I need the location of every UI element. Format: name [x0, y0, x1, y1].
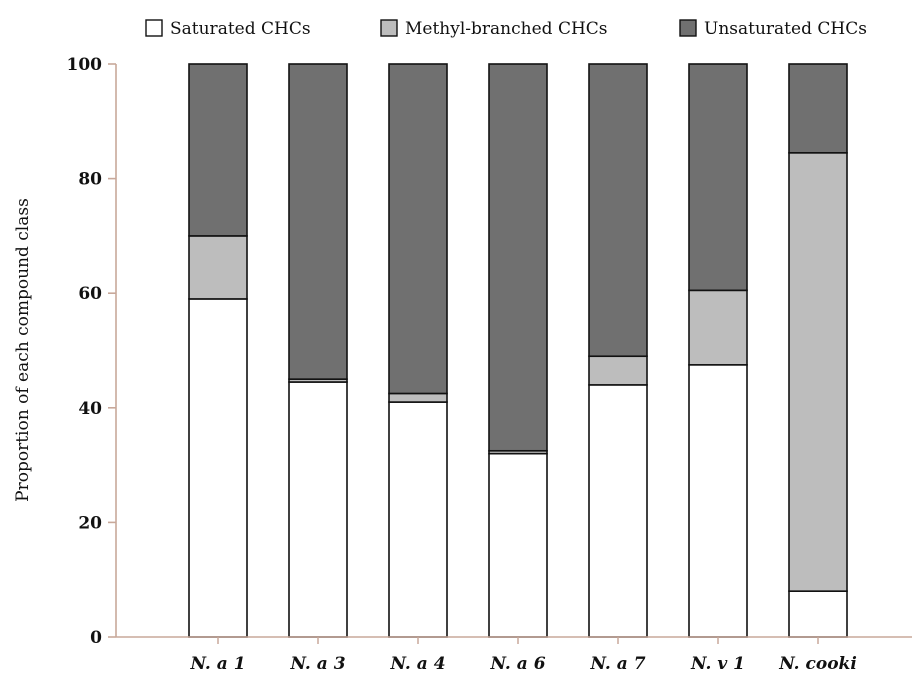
- bar-segment-methyl-branched-chcs-5: [588, 355, 648, 386]
- y-tick-label: 20: [78, 513, 102, 533]
- legend-swatch-2: [380, 19, 398, 37]
- x-tick-label: N. a 7: [589, 654, 645, 673]
- x-tick-label: N. a 4: [389, 654, 445, 673]
- x-tick-label: N. v 1: [690, 654, 745, 673]
- bar-segment-unsaturated-chcs-4: [488, 63, 548, 452]
- bar-segment-saturated-chcs-4: [488, 452, 548, 638]
- y-tick-label: 0: [90, 628, 102, 648]
- y-tick-label: 40: [78, 399, 102, 419]
- x-tick-label: N. a 6: [489, 654, 545, 673]
- bar-segment-unsaturated-chcs-2: [288, 63, 348, 380]
- legend-label-1: Saturated CHCs: [170, 19, 311, 39]
- y-tick-label: 80: [78, 170, 102, 190]
- bar-segment-methyl-branched-chcs-6: [688, 289, 748, 366]
- axes: N. a 1 N. a 3 N. a 4 N. a 6 N. a 7 N. v 1 N. c…: [67, 55, 912, 673]
- y-tick-label: 100: [67, 55, 103, 75]
- bar-segment-saturated-chcs-1: [188, 298, 248, 638]
- bar-segment-saturated-chcs-2: [288, 381, 348, 638]
- legend: Saturated CHCs Methyl-branched CHCs Unsatu…: [145, 19, 867, 39]
- bar-segment-unsaturated-chcs-1: [188, 63, 248, 237]
- bar-segment-saturated-chcs-7: [788, 590, 848, 638]
- bar-segment-methyl-branched-chcs-3: [388, 392, 448, 403]
- bar-segment-unsaturated-chcs-6: [688, 63, 748, 292]
- bar-segment-unsaturated-chcs-5: [588, 63, 648, 358]
- legend-swatch-1: [145, 19, 163, 37]
- bar-segment-unsaturated-chcs-3: [388, 63, 448, 395]
- bar-segment-saturated-chcs-3: [388, 401, 448, 638]
- legend-label-3: Unsaturated CHCs: [704, 19, 867, 39]
- bar-segment-unsaturated-chcs-7: [788, 63, 848, 154]
- bar-segment-methyl-branched-chcs-1: [188, 235, 248, 300]
- bar-segment-saturated-chcs-5: [588, 384, 648, 638]
- x-tick-label: N. cooki: [778, 654, 857, 673]
- bar-segment-saturated-chcs-6: [688, 364, 748, 638]
- y-tick-label: 60: [78, 284, 102, 304]
- y-axis-label: Proportion of each compound class: [13, 198, 33, 502]
- bar-segment-methyl-branched-chcs-7: [788, 152, 848, 592]
- x-tick-label: N. a 3: [289, 654, 345, 673]
- legend-label-2: Methyl-branched CHCs: [405, 19, 608, 39]
- x-tick-label: N. a 1: [189, 654, 245, 673]
- legend-swatch-3: [679, 19, 697, 37]
- bars: [188, 63, 848, 638]
